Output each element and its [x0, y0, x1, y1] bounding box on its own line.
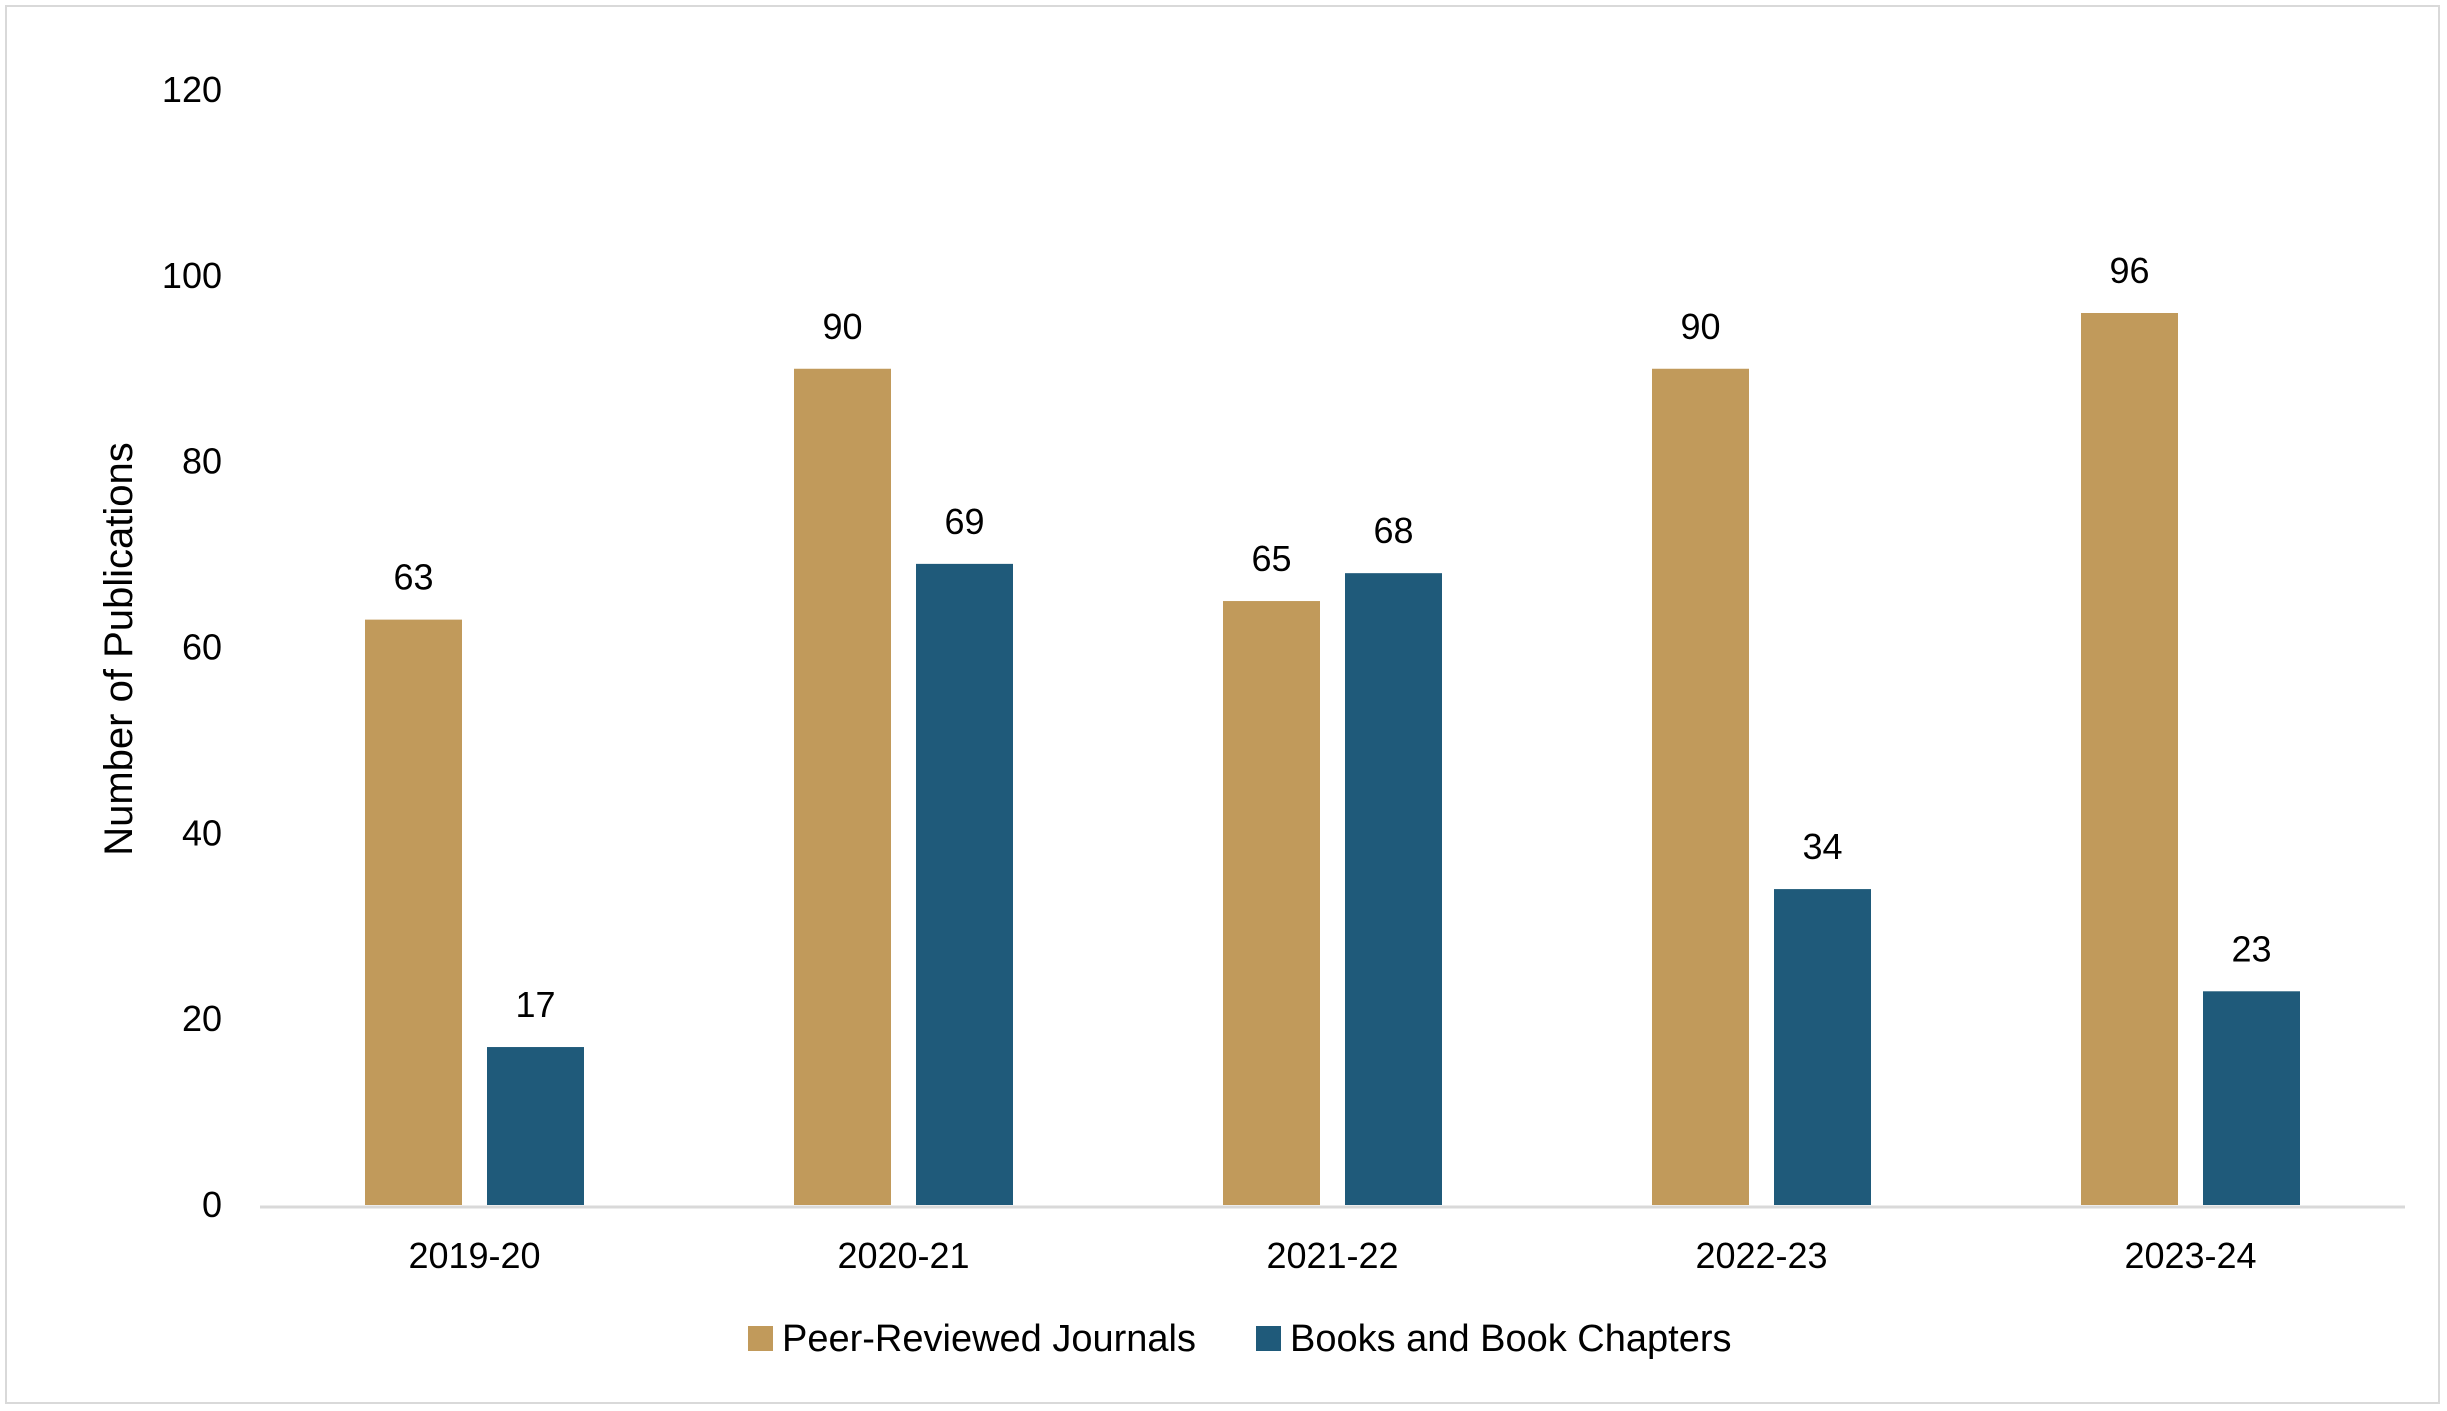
y-tick-label: 0: [202, 1184, 222, 1225]
bar-peer-reviewed-journals-2019-20: [365, 619, 462, 1205]
data-labels: 63 17 90 69 65 68 90 34 96 23: [393, 250, 2271, 1025]
bar-books-and-book-chapters-2019-20: [487, 1047, 584, 1205]
x-tick-label: 2022-23: [1695, 1235, 1827, 1276]
x-tick-label: 2023-24: [2124, 1235, 2256, 1276]
legend-label: Peer-Reviewed Journals: [782, 1318, 1196, 1360]
bar-peer-reviewed-journals-2021-22: [1223, 601, 1320, 1205]
y-axis-title: Number of Publications: [97, 442, 141, 856]
y-axis-title-group: Number of Publications: [97, 442, 141, 856]
bar-books-and-book-chapters-2021-22: [1345, 573, 1442, 1205]
x-axis-ticks: 2019-20 2020-21 2021-22 2022-23 2023-24: [408, 1235, 2256, 1276]
bar-books-and-book-chapters-2020-21: [916, 563, 1013, 1205]
data-label: 96: [2109, 250, 2149, 291]
bar-peer-reviewed-journals-2020-21: [794, 368, 891, 1205]
data-label: 65: [1251, 538, 1291, 579]
x-tick-label: 2021-22: [1266, 1235, 1398, 1276]
y-axis-ticks: 0 20 40 60 80 100 120: [162, 69, 222, 1225]
y-tick-label: 20: [182, 998, 222, 1039]
legend: Peer-Reviewed Journals Books and Book Cha…: [748, 1318, 1732, 1360]
data-label: 90: [822, 306, 862, 347]
bars: [365, 313, 2300, 1205]
legend-swatch: [748, 1326, 773, 1351]
bar-books-and-book-chapters-2022-23: [1774, 889, 1871, 1205]
data-label: 63: [393, 557, 433, 598]
y-tick-label: 60: [182, 627, 222, 668]
data-label: 34: [1802, 826, 1842, 867]
data-label: 17: [515, 984, 555, 1025]
y-tick-label: 40: [182, 812, 222, 853]
bar-peer-reviewed-journals-2022-23: [1652, 368, 1749, 1205]
data-label: 90: [1680, 306, 1720, 347]
bar-books-and-book-chapters-2023-24: [2203, 991, 2300, 1205]
y-tick-label: 80: [182, 441, 222, 482]
data-label: 68: [1373, 510, 1413, 551]
legend-label: Books and Book Chapters: [1290, 1318, 1732, 1360]
bar-peer-reviewed-journals-2023-24: [2081, 313, 2178, 1205]
legend-swatch: [1256, 1326, 1281, 1351]
x-tick-label: 2019-20: [408, 1235, 540, 1276]
y-tick-label: 120: [162, 69, 222, 110]
data-label: 23: [2231, 928, 2271, 969]
y-tick-label: 100: [162, 255, 222, 296]
data-label: 69: [944, 501, 984, 542]
x-tick-label: 2020-21: [837, 1235, 969, 1276]
